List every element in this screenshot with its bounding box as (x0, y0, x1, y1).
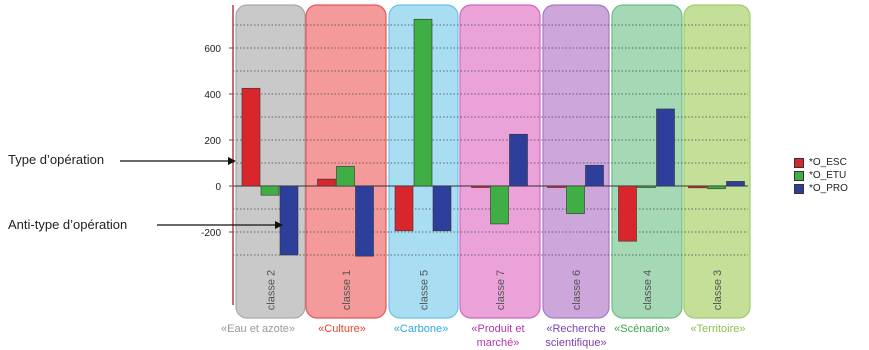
y-tick-label: 200 (204, 136, 221, 147)
category-description-6: «Scénario» (614, 323, 670, 335)
type-arrow-head (228, 157, 236, 165)
bar-o_esc-5 (547, 185, 566, 188)
category-description-4: «Produit et marché» (471, 323, 525, 349)
type-annotation-label: Type d’opération (8, 152, 105, 167)
bar-o_pro-4 (509, 133, 528, 187)
bar-o_etu-6 (637, 185, 656, 188)
y-tick-label: 400 (204, 90, 221, 101)
class-label-7: classe 3 (712, 270, 724, 310)
bar-o_pro-5 (585, 165, 604, 187)
bar-o_pro-2 (355, 185, 374, 257)
anti-type-annotation-label: Anti-type d’opération (8, 217, 128, 232)
class-label-3: classe 5 (419, 270, 431, 310)
y-tick-label: 600 (204, 44, 221, 55)
bar-o_esc-3 (394, 185, 414, 232)
legend-label-esc: *O_ESC (809, 157, 847, 168)
bar-o_etu-2 (336, 166, 355, 187)
category-description-3: «Carbone» (393, 323, 449, 335)
bar-o_etu-4 (490, 185, 509, 225)
category-description-7: «Territoire» (690, 323, 746, 335)
bar-o_esc-2 (317, 178, 336, 187)
category-description-2: «Culture» (318, 323, 366, 335)
bar-o_esc-1 (241, 87, 261, 187)
class-label-5: classe 6 (571, 270, 583, 310)
category-band-5 (542, 4, 610, 319)
y-tick-label: 0 (215, 182, 221, 193)
legend-label-pro: *O_PRO (809, 183, 848, 194)
legend-entry-esc: *O_ESC (794, 156, 848, 169)
class-label-6: classe 4 (642, 270, 654, 310)
bar-o_etu-5 (566, 185, 585, 214)
y-tick-label: -200 (201, 228, 221, 239)
class-label-2: classe 1 (341, 270, 353, 310)
bar-o_esc-4 (471, 185, 490, 188)
chart-legend: *O_ESC *O_ETU *O_PRO (794, 156, 848, 195)
bar-o_pro-3 (432, 185, 452, 232)
bar-o_etu-3 (413, 18, 433, 187)
anti-type-arrow-head (275, 221, 283, 229)
category-description-1: «Eau et azote» (220, 323, 295, 335)
legend-entry-etu: *O_ETU (794, 169, 848, 182)
bar-o_etu-7 (707, 185, 726, 190)
bar-o_esc-7 (688, 185, 707, 189)
legend-swatch-esc (794, 157, 804, 168)
legend-label-etu: *O_ETU (809, 170, 847, 181)
category-description-5: «Recherche scientifique» (545, 323, 607, 349)
bar-o_esc-6 (618, 185, 637, 242)
class-label-4: classe 7 (495, 270, 507, 310)
legend-entry-pro: *O_PRO (794, 182, 848, 195)
category-band-4 (459, 4, 541, 319)
bar-o_pro-6 (656, 108, 675, 187)
class-label-1: classe 2 (266, 270, 278, 310)
bar-o_pro-7 (726, 181, 745, 187)
bar-o_pro-1 (279, 185, 299, 256)
legend-swatch-etu (794, 170, 804, 181)
bar-o_etu-1 (260, 185, 280, 196)
legend-swatch-pro (794, 183, 804, 194)
category-band-7 (683, 4, 751, 319)
